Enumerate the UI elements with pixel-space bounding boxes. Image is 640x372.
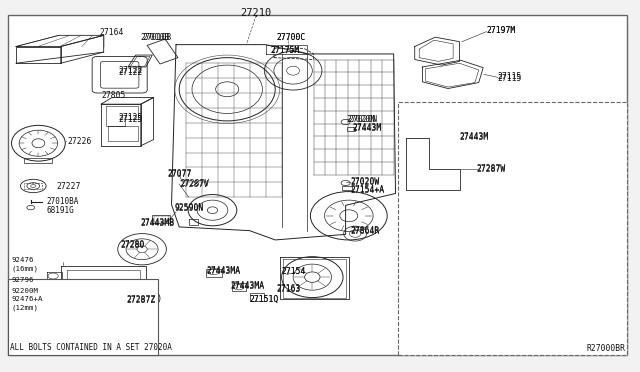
Text: 27122: 27122 — [118, 66, 143, 75]
Text: 27287W: 27287W — [477, 164, 506, 173]
Bar — [24, 158, 52, 163]
Text: 92590N: 92590N — [174, 204, 204, 213]
Bar — [206, 269, 222, 277]
Text: 27151Q: 27151Q — [250, 295, 279, 304]
Text: 27115: 27115 — [498, 74, 522, 83]
Text: (16mm): (16mm) — [12, 265, 38, 272]
Text: 27443MA: 27443MA — [206, 267, 240, 276]
Text: 27287V: 27287V — [179, 180, 209, 189]
Text: 27175M: 27175M — [270, 46, 300, 55]
Text: 27443MB: 27443MB — [141, 218, 175, 227]
Bar — [152, 215, 170, 223]
Bar — [154, 216, 169, 222]
Text: ALL BOLTS CONTAINED IN A SET 27020A: ALL BOLTS CONTAINED IN A SET 27020A — [10, 343, 172, 352]
Text: 27443MA: 27443MA — [230, 281, 264, 290]
Text: 27163: 27163 — [276, 285, 301, 294]
Text: R27000BR: R27000BR — [587, 344, 626, 353]
Text: 27443M: 27443M — [352, 124, 381, 133]
Text: 27700C: 27700C — [276, 33, 306, 42]
Bar — [8, 279, 158, 355]
Text: 27077: 27077 — [168, 169, 192, 178]
Bar — [232, 283, 246, 291]
Text: 27125: 27125 — [118, 115, 143, 124]
Text: 27154+A: 27154+A — [351, 185, 385, 194]
Text: 27443MA: 27443MA — [206, 266, 240, 275]
Text: 92200M: 92200M — [12, 288, 38, 294]
Text: 27280: 27280 — [120, 240, 145, 249]
Text: 27163: 27163 — [276, 284, 301, 293]
Text: 27125: 27125 — [118, 113, 143, 122]
Text: 27154+A: 27154+A — [351, 186, 385, 195]
Text: 27122: 27122 — [118, 68, 143, 77]
Bar — [250, 293, 264, 301]
Text: 27700C: 27700C — [276, 33, 306, 42]
Text: 27020W: 27020W — [351, 178, 380, 187]
Text: 27280: 27280 — [120, 241, 145, 250]
Text: 27443MB: 27443MB — [141, 219, 175, 228]
Bar — [342, 186, 352, 190]
Text: 27864R: 27864R — [351, 227, 380, 236]
Text: 27197M: 27197M — [486, 26, 516, 35]
Text: 27805: 27805 — [101, 92, 125, 100]
Text: 27197M: 27197M — [486, 26, 516, 35]
Text: 27010BA: 27010BA — [46, 197, 79, 206]
Text: 68191G: 68191G — [46, 206, 74, 215]
Text: 27210: 27210 — [241, 8, 271, 18]
Text: 27154: 27154 — [282, 267, 306, 276]
Text: 27115: 27115 — [498, 72, 522, 81]
Text: 27077: 27077 — [168, 170, 192, 179]
Text: 27151Q: 27151Q — [250, 295, 279, 304]
Text: 27020W: 27020W — [351, 177, 380, 186]
Bar — [347, 127, 355, 131]
Text: 27020N: 27020N — [347, 115, 376, 124]
Text: 27287W: 27287W — [477, 165, 506, 174]
Text: 27175M: 27175M — [270, 46, 300, 55]
Text: 27020N: 27020N — [349, 115, 378, 124]
Text: 27443M: 27443M — [460, 133, 489, 142]
Text: 27443M: 27443M — [352, 124, 381, 132]
Text: (12mm): (12mm) — [12, 304, 38, 311]
Text: 27164: 27164 — [99, 28, 124, 37]
Text: 27287Z: 27287Z — [127, 296, 156, 305]
Text: 27227: 27227 — [56, 182, 81, 190]
Text: 92590N: 92590N — [174, 203, 204, 212]
Text: 27226: 27226 — [67, 137, 92, 146]
Text: 27287Z: 27287Z — [127, 295, 156, 304]
Text: 27443MA: 27443MA — [230, 282, 264, 291]
Text: 92796: 92796 — [12, 277, 34, 283]
Bar — [398, 102, 627, 355]
Text: 27443M: 27443M — [460, 132, 489, 141]
Text: 92476+A: 92476+A — [12, 296, 43, 302]
Text: 27010B: 27010B — [141, 33, 170, 42]
Bar — [24, 183, 42, 189]
Text: 27010B: 27010B — [142, 33, 172, 42]
Text: 92476: 92476 — [12, 257, 34, 263]
Text: 27864R: 27864R — [351, 226, 380, 235]
Text: 27154: 27154 — [282, 267, 306, 276]
Text: 27287V: 27287V — [180, 179, 210, 187]
